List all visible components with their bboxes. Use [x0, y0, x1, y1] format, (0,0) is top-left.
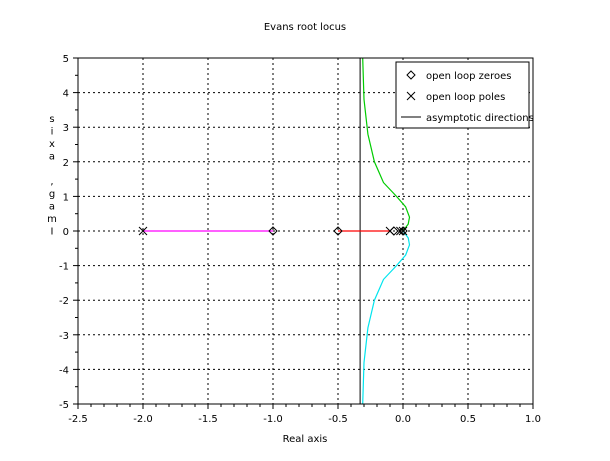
pole-marker — [138, 226, 148, 236]
y-label-char: a — [49, 202, 55, 213]
legend: open loop zeroes open loop poles asymptoti… — [395, 61, 534, 129]
x-tick-label: 1.0 — [525, 414, 541, 425]
pole-marker — [398, 226, 408, 236]
axes-layer: -2.5 -2.0 -1.5 -1.0 -0.5 0.0 0.5 1.0 5 4 3 2 1 0 -1 -2 -… — [59, 54, 541, 425]
y-tick-label: 2 — [63, 158, 69, 169]
y-tick-label: -2 — [59, 296, 69, 307]
y-tick-label: 4 — [63, 89, 69, 100]
chart-title: Evans root locus — [264, 22, 346, 33]
series-layer — [143, 57, 411, 405]
legend-entry-label: open loop zeroes — [426, 71, 511, 82]
y-tick-label: -4 — [59, 365, 69, 376]
pole-marker — [396, 226, 405, 236]
y-label-char: x — [49, 139, 55, 150]
y-tick-label: 0 — [63, 227, 69, 238]
y-label-char: s — [49, 114, 54, 125]
x-tick-label: -2.5 — [68, 414, 88, 425]
marker-layer — [138, 226, 408, 236]
x-tick-label: -1.5 — [198, 414, 218, 425]
legend-zero-marker — [406, 70, 416, 80]
y-label-char: , — [50, 177, 53, 188]
legend-entry-label: open loop poles — [426, 92, 505, 103]
locus-branch — [362, 57, 411, 232]
legend-pole-marker — [406, 91, 416, 101]
x-tick-label: 0.0 — [395, 414, 411, 425]
x-tick-label: -2.0 — [133, 414, 153, 425]
y-label-char: a — [49, 152, 55, 163]
zero-marker — [333, 226, 343, 236]
y-tick-label: -3 — [59, 331, 69, 342]
y-tick-label: 5 — [63, 54, 69, 65]
zero-marker — [398, 226, 408, 236]
y-label-char: I — [51, 227, 54, 238]
y-tick-label: 3 — [63, 123, 69, 134]
legend-entry-label: asymptotic directions — [426, 113, 534, 124]
x-axis-label: Real axis — [283, 434, 328, 445]
x-tick-label: -1.0 — [263, 414, 283, 425]
y-label-char: g — [49, 189, 55, 200]
zero-marker — [268, 226, 278, 236]
y-tick-label: -5 — [59, 400, 69, 411]
y-label-char: m — [47, 214, 57, 225]
x-tick-label: 0.5 — [460, 414, 476, 425]
y-tick-label: -1 — [59, 262, 69, 273]
x-tick-label: -0.5 — [328, 414, 348, 425]
locus-branch — [362, 230, 411, 405]
y-label-char: i — [51, 127, 54, 138]
y-tick-label: 1 — [63, 192, 69, 203]
pole-marker — [385, 226, 395, 236]
